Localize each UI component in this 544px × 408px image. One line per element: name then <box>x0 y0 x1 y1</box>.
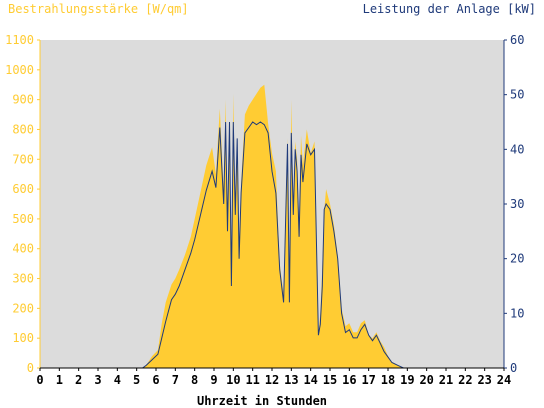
y-right-tick-label: 0 <box>510 361 517 375</box>
y-left-tick-label: 300 <box>12 272 34 286</box>
y-left-tick-label: 500 <box>12 212 34 226</box>
x-tick-label: 13 <box>284 373 298 387</box>
y-left-tick-label: 900 <box>12 93 34 107</box>
x-tick-label: 1 <box>56 373 63 387</box>
y-left-tick-label: 400 <box>12 242 34 256</box>
x-tick-label: 0 <box>36 373 43 387</box>
x-tick-label: 14 <box>303 373 317 387</box>
x-tick-label: 19 <box>400 373 414 387</box>
y-left-tick-label: 1100 <box>5 33 34 47</box>
x-tick-label: 2 <box>75 373 82 387</box>
x-tick-label: 18 <box>381 373 395 387</box>
y-left-tick-label: 100 <box>12 331 34 345</box>
y-right-tick-label: 60 <box>510 33 524 47</box>
x-tick-label: 22 <box>458 373 472 387</box>
x-tick-label: 6 <box>152 373 159 387</box>
y-left-tick-label: 800 <box>12 122 34 136</box>
x-tick-label: 15 <box>323 373 337 387</box>
x-tick-label: 7 <box>172 373 179 387</box>
y-right-axis-label: Leistung der Anlage [kW] <box>363 2 536 16</box>
power-line <box>40 121 504 369</box>
series-layer <box>40 84 504 369</box>
x-tick-label: 4 <box>114 373 121 387</box>
y-left-tick-label: 200 <box>12 301 34 315</box>
x-tick-label: 16 <box>342 373 356 387</box>
y-right-tick-label: 20 <box>510 252 524 266</box>
x-tick-label: 10 <box>226 373 240 387</box>
x-tick-label: 17 <box>361 373 375 387</box>
x-tick-label: 8 <box>191 373 198 387</box>
y-left-tick-label: 0 <box>27 361 34 375</box>
y-right-tick-label: 50 <box>510 88 524 102</box>
y-right-tick-label: 10 <box>510 306 524 320</box>
x-tick-label: 11 <box>245 373 259 387</box>
x-tick-label: 5 <box>133 373 140 387</box>
x-tick-label: 12 <box>265 373 279 387</box>
irradiance-area <box>40 84 504 368</box>
x-tick-label: 9 <box>210 373 217 387</box>
y-right-tick-label: 40 <box>510 142 524 156</box>
y-left-tick-label: 700 <box>12 152 34 166</box>
x-axis-label: Uhrzeit in Stunden <box>197 394 327 408</box>
y-left-tick-label: 1000 <box>5 63 34 77</box>
x-tick-label: 24 <box>497 373 511 387</box>
axes-layer: 0100200300400500600700800900100011000102… <box>5 33 524 387</box>
x-tick-label: 21 <box>439 373 453 387</box>
x-tick-label: 23 <box>477 373 491 387</box>
y-left-tick-label: 600 <box>12 182 34 196</box>
x-tick-label: 3 <box>94 373 101 387</box>
y-right-tick-label: 30 <box>510 197 524 211</box>
y-left-axis-label: Bestrahlungsstärke [W/qm] <box>8 2 189 16</box>
x-tick-label: 20 <box>419 373 433 387</box>
